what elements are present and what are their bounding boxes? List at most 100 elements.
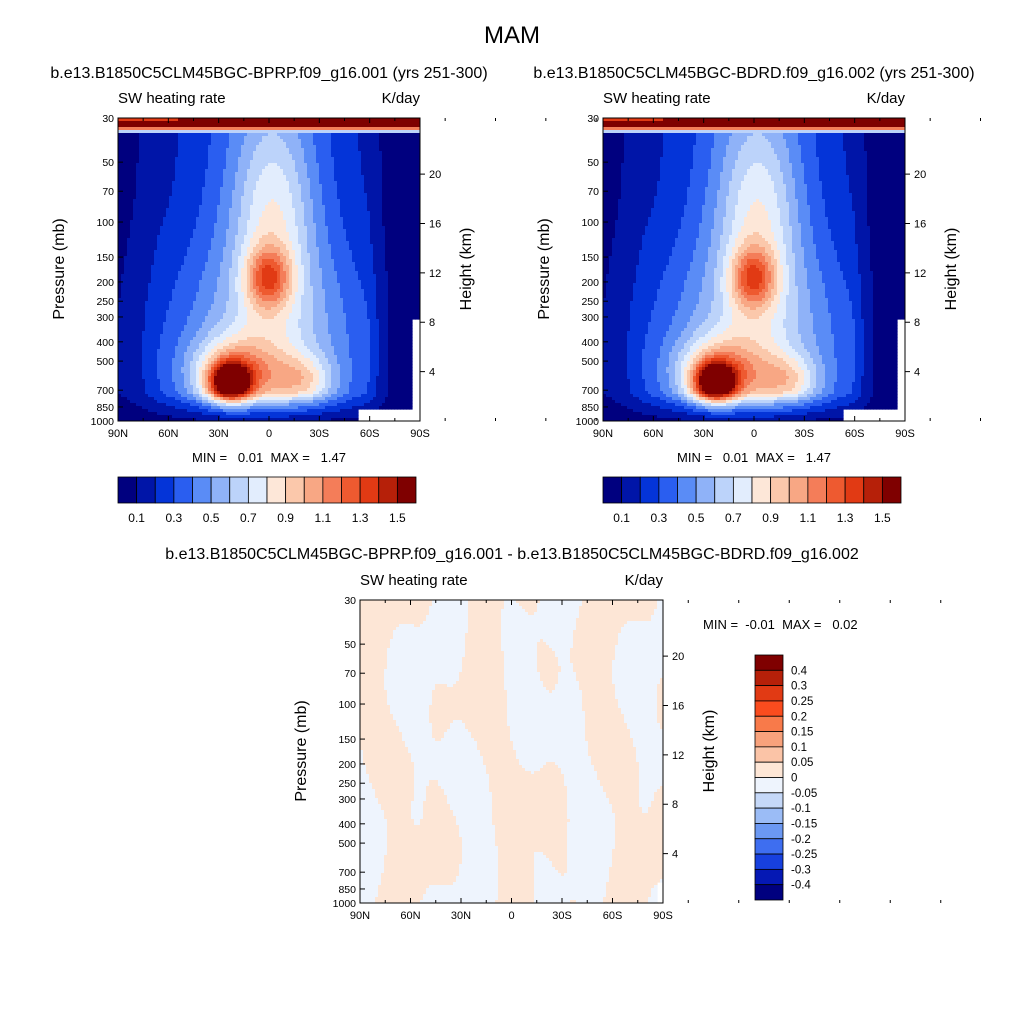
field-cell bbox=[361, 169, 365, 173]
field-cell bbox=[184, 121, 188, 125]
field-cell bbox=[208, 190, 212, 194]
field-cell bbox=[241, 247, 245, 251]
field-cell bbox=[181, 148, 185, 152]
field-cell bbox=[121, 229, 125, 233]
field-cell bbox=[412, 124, 416, 128]
field-cell bbox=[304, 256, 308, 260]
field-cell bbox=[364, 187, 368, 191]
field-cell bbox=[403, 211, 407, 215]
field-cell bbox=[415, 220, 419, 224]
field-cell bbox=[322, 133, 326, 137]
field-cell bbox=[160, 157, 164, 161]
field-cell bbox=[181, 241, 185, 245]
field-cell bbox=[331, 190, 335, 194]
field-cell bbox=[232, 178, 236, 182]
field-cell bbox=[403, 199, 407, 203]
field-cell bbox=[118, 169, 122, 173]
field-cell bbox=[148, 160, 152, 164]
field-cell bbox=[142, 142, 146, 146]
field-cell bbox=[217, 229, 221, 233]
field-cell bbox=[319, 121, 323, 125]
field-cell bbox=[388, 241, 392, 245]
field-cell bbox=[244, 232, 248, 236]
field-cell bbox=[217, 136, 221, 140]
field-cell bbox=[361, 157, 365, 161]
field-cell bbox=[295, 121, 299, 125]
field-cell bbox=[367, 142, 371, 146]
field-cell bbox=[355, 193, 359, 197]
field-cell bbox=[160, 247, 164, 251]
field-cell bbox=[403, 214, 407, 218]
field-cell bbox=[214, 202, 218, 206]
field-cell bbox=[379, 190, 383, 194]
field-cell bbox=[133, 208, 137, 212]
field-cell bbox=[127, 184, 131, 188]
field-cell bbox=[352, 196, 356, 200]
field-cell bbox=[292, 148, 296, 152]
field-cell bbox=[154, 217, 158, 221]
field-cell bbox=[253, 121, 257, 125]
field-cell bbox=[202, 151, 206, 155]
field-cell bbox=[343, 154, 347, 158]
field-cell bbox=[175, 151, 179, 155]
field-cell bbox=[310, 238, 314, 242]
field-cell bbox=[394, 172, 398, 176]
field-cell bbox=[325, 118, 329, 122]
field-cell bbox=[169, 223, 173, 227]
field-cell bbox=[271, 118, 275, 122]
field-cell bbox=[418, 238, 420, 242]
field-cell bbox=[388, 136, 392, 140]
field-cell bbox=[190, 244, 194, 248]
field-cell bbox=[169, 127, 173, 131]
field-cell bbox=[403, 118, 407, 122]
field-cell bbox=[415, 238, 419, 242]
field-cell bbox=[208, 124, 212, 128]
field-cell bbox=[133, 247, 137, 251]
field-cell bbox=[247, 193, 251, 197]
field-cell bbox=[148, 178, 152, 182]
field-cell bbox=[139, 208, 143, 212]
field-cell bbox=[202, 232, 206, 236]
field-cell bbox=[136, 178, 140, 182]
field-cell bbox=[229, 193, 233, 197]
field-cell bbox=[223, 166, 227, 170]
field-cell bbox=[313, 169, 317, 173]
field-cell bbox=[229, 166, 233, 170]
field-cell bbox=[226, 133, 230, 137]
field-cell bbox=[184, 151, 188, 155]
field-cell bbox=[172, 202, 176, 206]
field-cell bbox=[277, 220, 281, 224]
field-cell bbox=[355, 247, 359, 251]
field-cell bbox=[328, 211, 332, 215]
field-cell bbox=[289, 217, 293, 221]
field-cell bbox=[352, 145, 356, 149]
field-cell bbox=[157, 139, 161, 143]
field-cell bbox=[181, 214, 185, 218]
field-cell bbox=[253, 163, 257, 167]
field-cell bbox=[235, 118, 239, 122]
field-cell bbox=[346, 142, 350, 146]
field-cell bbox=[202, 178, 206, 182]
field-cell bbox=[325, 226, 329, 230]
field-cell bbox=[406, 148, 410, 152]
field-cell bbox=[262, 205, 266, 209]
field-cell bbox=[241, 208, 245, 212]
field-cell bbox=[286, 181, 290, 185]
field-cell bbox=[202, 142, 206, 146]
field-cell bbox=[331, 145, 335, 149]
field-cell bbox=[265, 211, 269, 215]
field-cell bbox=[361, 211, 365, 215]
field-cell bbox=[232, 184, 236, 188]
field-cell bbox=[289, 199, 293, 203]
field-cell bbox=[298, 121, 302, 125]
field-cell bbox=[199, 247, 203, 251]
field-cell bbox=[370, 145, 374, 149]
field-cell bbox=[169, 151, 173, 155]
field-cell bbox=[247, 178, 251, 182]
field-cell bbox=[208, 139, 212, 143]
field-cell bbox=[214, 166, 218, 170]
field-cell bbox=[301, 175, 305, 179]
field-cell bbox=[268, 208, 272, 212]
field-cell bbox=[205, 223, 209, 227]
field-cell bbox=[205, 241, 209, 245]
